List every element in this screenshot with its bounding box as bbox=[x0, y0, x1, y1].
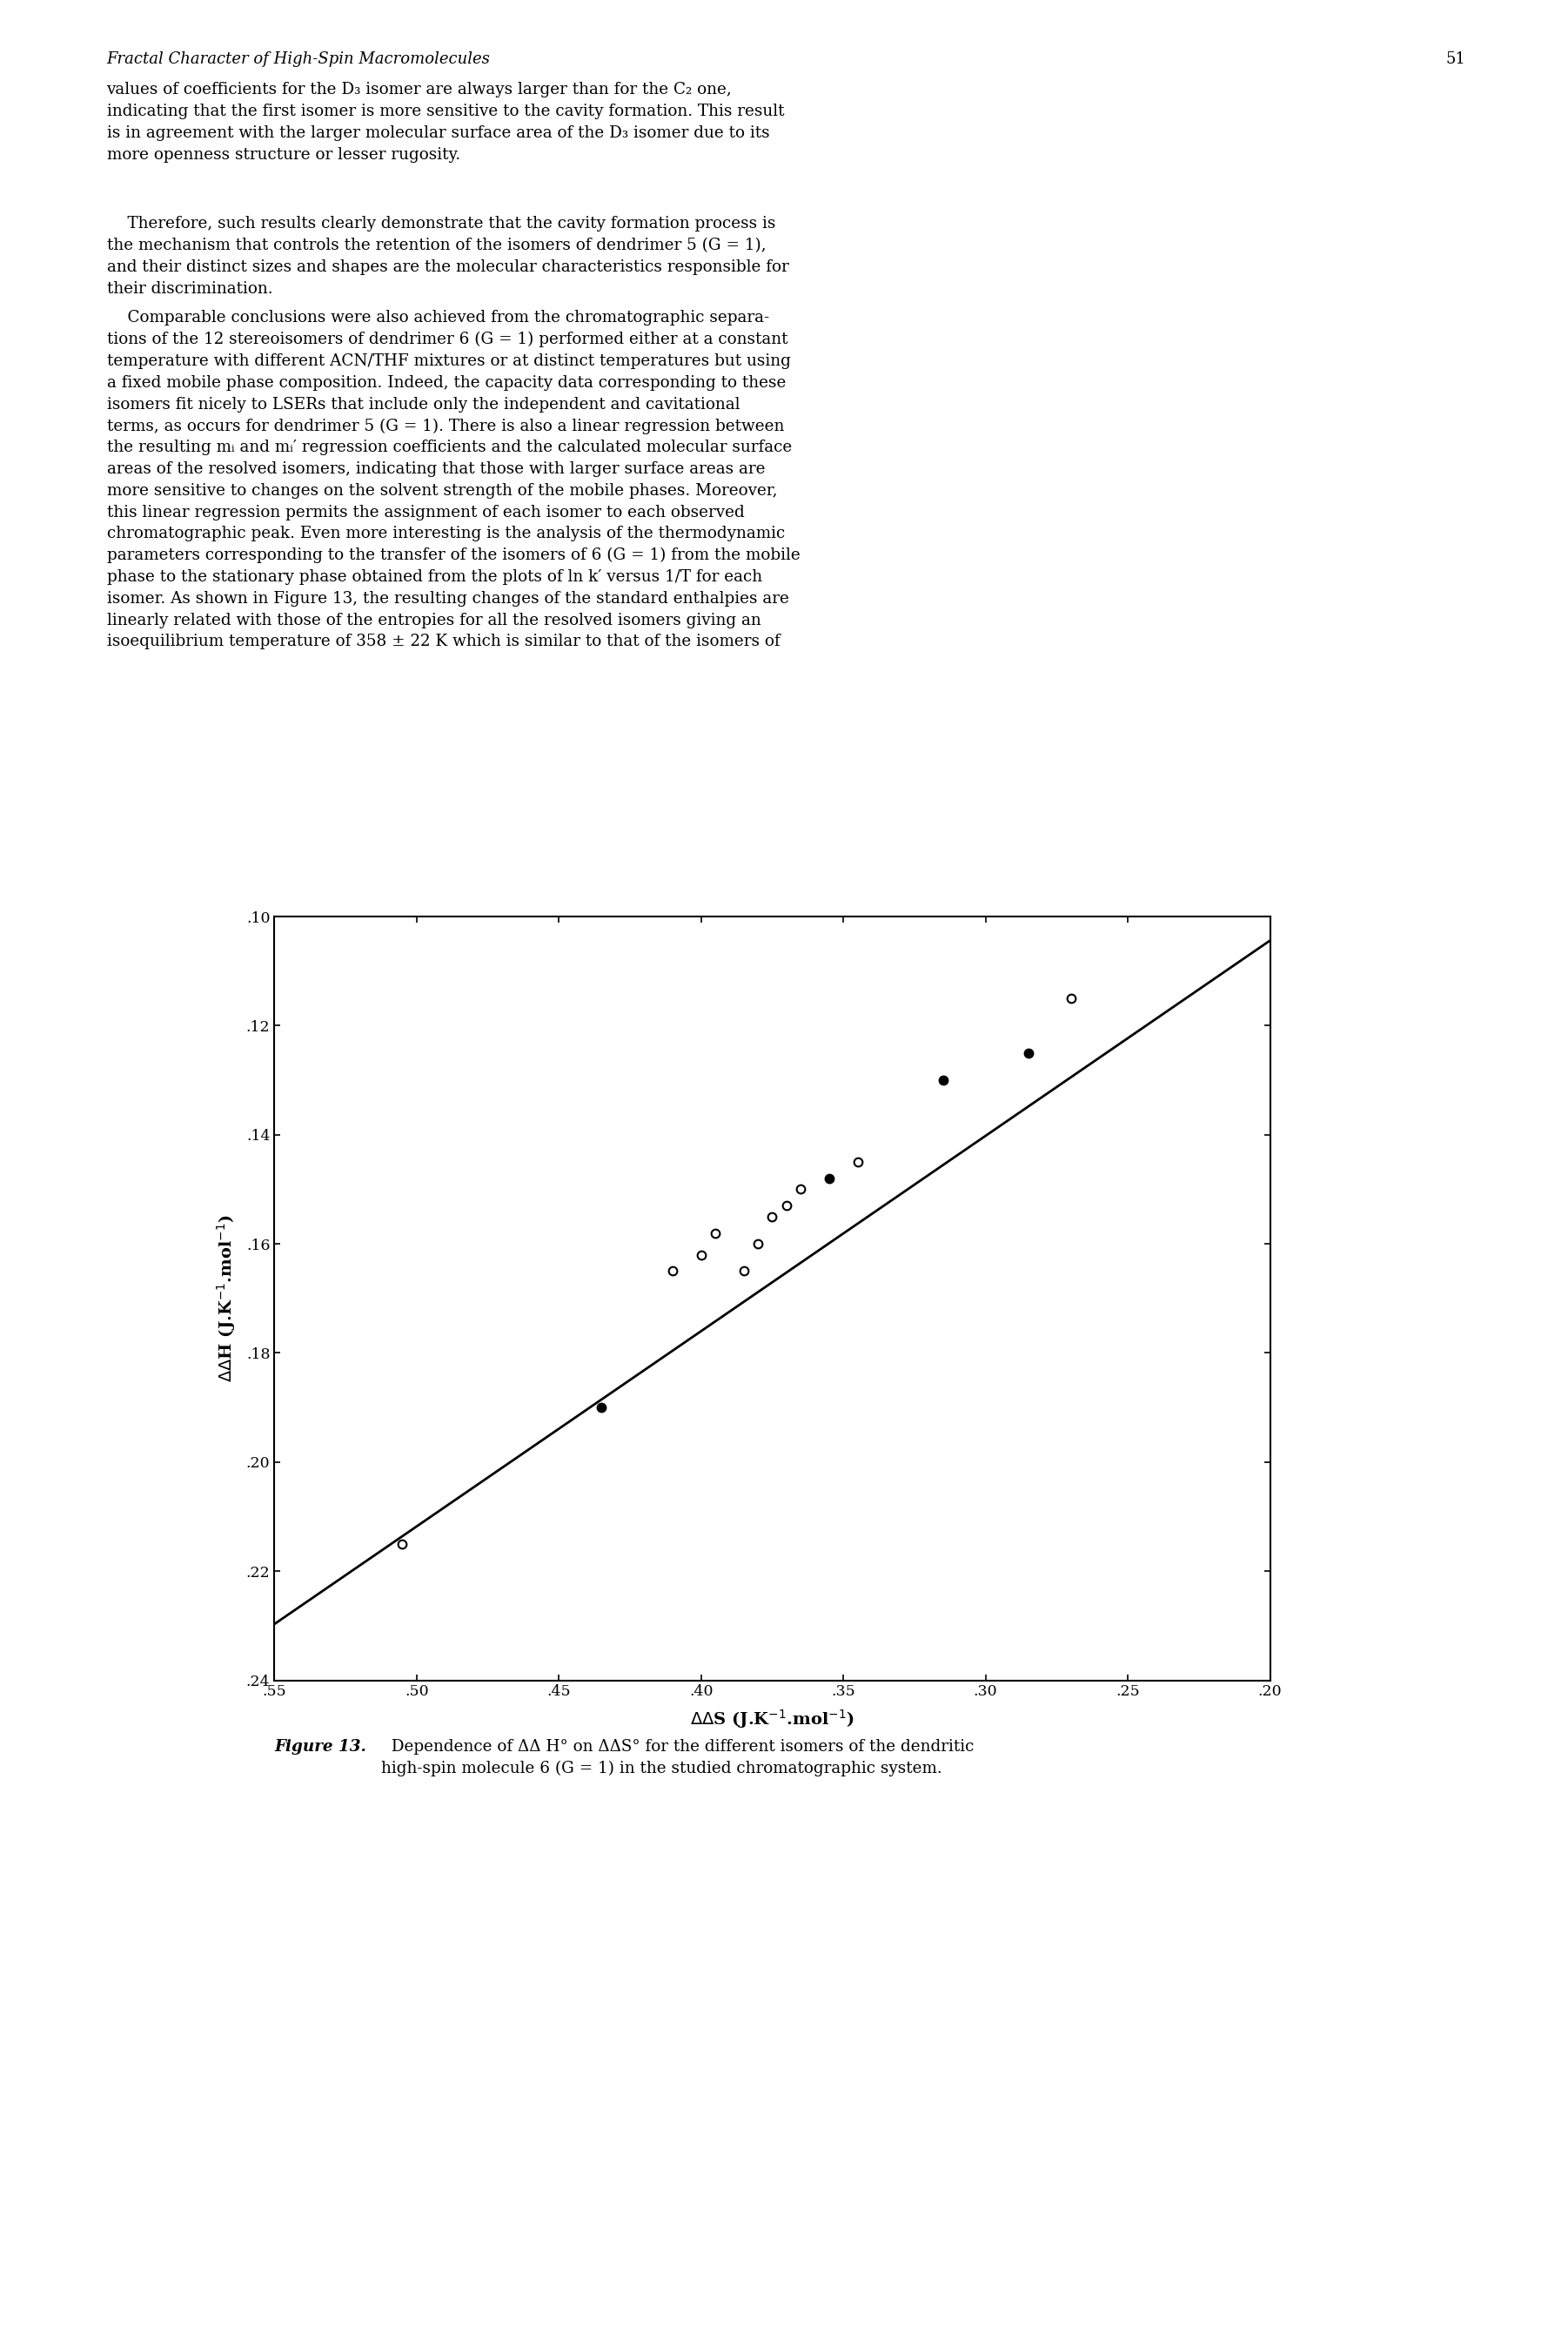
Text: Dependence of ΔΔ H° on ΔΔS° for the different isomers of the dendritic
high-spin: Dependence of ΔΔ H° on ΔΔS° for the diff… bbox=[381, 1739, 974, 1777]
Text: Therefore, such results clearly demonstrate that the cavity formation process is: Therefore, such results clearly demonstr… bbox=[107, 216, 789, 296]
Text: Fractal Character of High-Spin Macromolecules: Fractal Character of High-Spin Macromole… bbox=[107, 52, 491, 68]
Text: Comparable conclusions were also achieved from the chromatographic separa-
tions: Comparable conclusions were also achieve… bbox=[107, 310, 800, 649]
Text: values of coefficients for the D₃ isomer are always larger than for the C₂ one,
: values of coefficients for the D₃ isomer… bbox=[107, 82, 784, 162]
Text: 51: 51 bbox=[1446, 52, 1466, 68]
X-axis label: $\Delta\Delta$S (J.K$^{-1}$.mol$^{-1}$): $\Delta\Delta$S (J.K$^{-1}$.mol$^{-1}$) bbox=[690, 1708, 855, 1730]
Text: Figure 13.: Figure 13. bbox=[274, 1739, 367, 1755]
Y-axis label: $\Delta\Delta$H (J.K$^{-1}$.mol$^{-1}$): $\Delta\Delta$H (J.K$^{-1}$.mol$^{-1}$) bbox=[215, 1215, 238, 1382]
